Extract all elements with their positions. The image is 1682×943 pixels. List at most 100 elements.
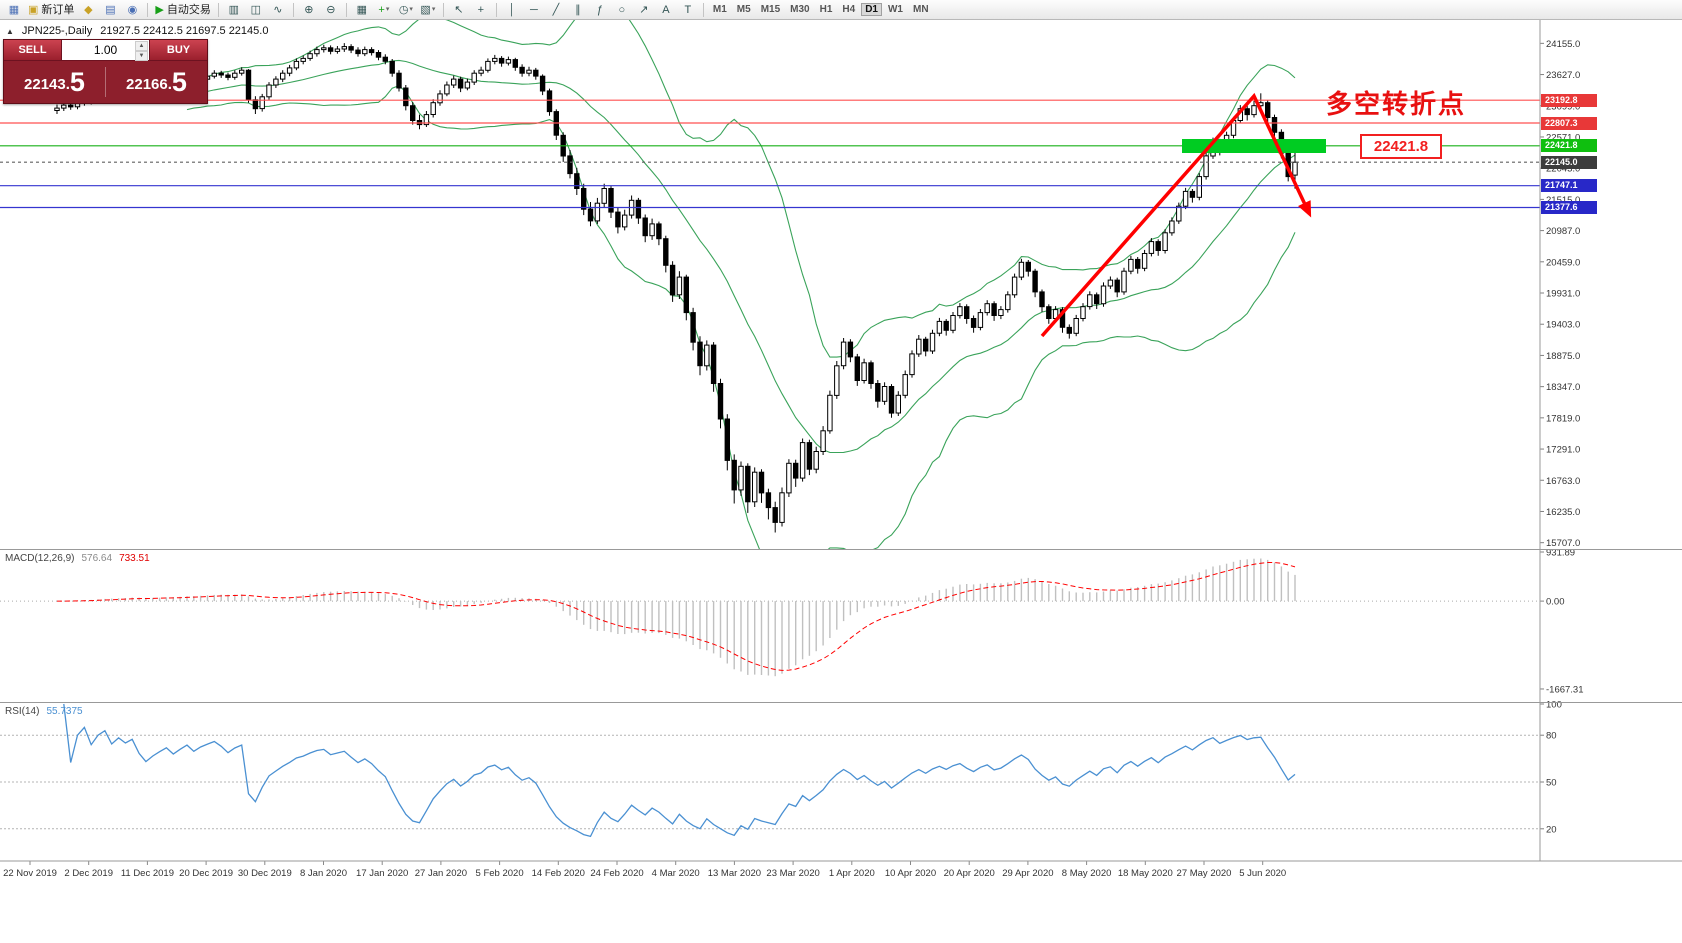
candles-layer [54, 43, 1298, 533]
tile-windows-button[interactable]: ▦ [352, 2, 372, 18]
timeframe-mn-button[interactable]: MN [912, 4, 929, 15]
dropdown-caret-icon: ▾ [431, 5, 436, 13]
svg-text:0.00: 0.00 [1546, 597, 1565, 608]
svg-text:20987.0: 20987.0 [1546, 226, 1580, 237]
arrows-icon: ↗ [639, 3, 649, 16]
svg-text:27 May 2020: 27 May 2020 [1177, 868, 1232, 879]
svg-text:22571.0: 22571.0 [1546, 133, 1580, 144]
svg-text:13 Mar 2020: 13 Mar 2020 [708, 868, 761, 879]
sell-price[interactable]: 22143.5 [4, 67, 105, 98]
svg-text:20 Dec 2019: 20 Dec 2019 [179, 868, 233, 879]
svg-text:18875.0: 18875.0 [1546, 351, 1580, 362]
one-click-trading-panel: SELL 1.00 ▲ ▼ BUY 22143.5 22166.5 [3, 39, 208, 104]
one-click-collapse-icon[interactable]: ▲ [6, 26, 14, 36]
svg-text:22 Nov 2019: 22 Nov 2019 [3, 868, 57, 879]
macd-pane: 931.89 0.00 -1667.31 [0, 548, 1584, 696]
autotrading-button-label: 自动交易 [166, 3, 211, 16]
sell-price-pip: 5 [69, 66, 85, 97]
periods-icon: ◷ [398, 3, 409, 16]
svg-text:23627.0: 23627.0 [1546, 70, 1580, 81]
svg-text:10 Apr 2020: 10 Apr 2020 [885, 868, 936, 879]
new-order-button[interactable]: ▣ 新订单 [26, 2, 76, 18]
rsi-line [63, 703, 1296, 838]
toolbar-separator [147, 2, 149, 17]
new-chart-button[interactable]: ▦ [4, 2, 24, 18]
timeframe-h1-button[interactable]: H1 [819, 4, 833, 15]
rsi-value: 55.7375 [46, 706, 83, 717]
price-tag-21377.6: 21377.6 [1541, 201, 1597, 214]
bar-chart-button[interactable]: ▥ [224, 2, 244, 18]
toolbar-separator [345, 2, 347, 17]
svg-text:16763.0: 16763.0 [1546, 476, 1580, 487]
cursor-button[interactable]: ↖ [449, 2, 469, 18]
buy-button[interactable]: BUY [150, 40, 207, 60]
svg-text:100: 100 [1546, 700, 1562, 711]
volume-stepper[interactable]: ▲ ▼ [135, 41, 148, 61]
toolbar-separator [217, 2, 219, 17]
bollinger-upper-band [186, 20, 1296, 358]
svg-text:30 Dec 2019: 30 Dec 2019 [238, 868, 292, 879]
timeframe-m1-button[interactable]: M1 [712, 4, 727, 15]
crosshair-icon: + [477, 3, 485, 16]
zoom-out-button[interactable]: ⊖ [321, 2, 341, 18]
new-order-button-label: 新订单 [41, 3, 75, 16]
periods-button[interactable]: ◷ ▾ [396, 2, 416, 18]
timeframe-m5-button[interactable]: M5 [736, 4, 751, 15]
vertical-line-button[interactable]: │ [502, 2, 522, 18]
tile-windows-icon: ▦ [356, 3, 368, 16]
zoom-in-icon: ⊕ [304, 3, 314, 16]
svg-text:20459.0: 20459.0 [1546, 257, 1580, 268]
volume-input[interactable]: 1.00 ▲ ▼ [61, 40, 150, 61]
zoom-out-icon: ⊖ [326, 3, 336, 16]
turning-point-annotation: 多空转折点 [1326, 89, 1467, 119]
fibonacci-button[interactable]: ƒ [590, 2, 610, 18]
text-label-icon: T [684, 3, 692, 16]
sell-button[interactable]: SELL [4, 40, 61, 60]
svg-text:22043.0: 22043.0 [1546, 164, 1580, 175]
symbol-period-label: JPN225-,Daily [21, 25, 93, 37]
green-highlight-zone[interactable] [1182, 139, 1326, 153]
svg-text:5 Jun 2020: 5 Jun 2020 [1239, 868, 1286, 879]
svg-text:16235.0: 16235.0 [1546, 507, 1580, 518]
trendline-button[interactable]: ╱ [546, 2, 566, 18]
trend-arrow[interactable] [1040, 92, 1312, 338]
macd-signal-value: 733.51 [119, 553, 150, 564]
text-label-button[interactable]: T [678, 2, 698, 18]
candlestick-chart-button[interactable]: ◫ [246, 2, 266, 18]
timeframe-d1-button[interactable]: D1 [861, 3, 882, 16]
channel-icon: ∥ [575, 3, 581, 16]
timeframe-w1-button[interactable]: W1 [887, 4, 903, 15]
data-window-icon: ▤ [105, 3, 116, 16]
zoom-in-button[interactable]: ⊕ [299, 2, 319, 18]
autotrading-icon: ▶ [155, 3, 164, 16]
buy-price[interactable]: 22166.5 [106, 67, 207, 98]
vertical-line-icon: │ [508, 3, 516, 16]
autotrading-button[interactable]: ▶ 自动交易 [153, 2, 212, 18]
arrows-button[interactable]: ↗ [634, 2, 654, 18]
shapes-button[interactable]: ○ [612, 2, 632, 18]
templates-button[interactable]: ▧ ▾ [418, 2, 438, 18]
horizontal-line-icon: ─ [529, 3, 538, 16]
volume-value: 1.00 [93, 43, 118, 57]
navigator-button[interactable]: ◉ [122, 2, 142, 18]
macd-name: MACD(12,26,9) [5, 553, 75, 564]
line-chart-button[interactable]: ∿ [268, 2, 288, 18]
volume-down-icon[interactable]: ▼ [135, 51, 148, 61]
timeframe-h4-button[interactable]: H4 [842, 4, 856, 15]
indicators-button[interactable]: + ▾ [374, 2, 394, 18]
horizontal-line-button[interactable]: ─ [524, 2, 544, 18]
svg-text:4 Mar 2020: 4 Mar 2020 [652, 868, 700, 879]
channel-button[interactable]: ∥ [568, 2, 588, 18]
title-ohlc: 21927.5 22412.5 21697.5 22145.0 [100, 25, 269, 37]
price-label-box: 22421.8 [1360, 134, 1442, 159]
timeframe-m15-button[interactable]: M15 [760, 4, 781, 15]
volume-up-icon[interactable]: ▲ [135, 41, 148, 51]
text-button[interactable]: A [656, 2, 676, 18]
dropdown-caret-icon: ▾ [409, 5, 413, 13]
crosshair-button[interactable]: + [471, 2, 491, 18]
market-watch-button[interactable]: ◆ [78, 2, 98, 18]
data-window-button[interactable]: ▤ [100, 2, 120, 18]
toolbar-separator [292, 2, 294, 17]
bollinger-lower-band [186, 84, 1296, 549]
timeframe-m30-button[interactable]: M30 [790, 4, 810, 15]
